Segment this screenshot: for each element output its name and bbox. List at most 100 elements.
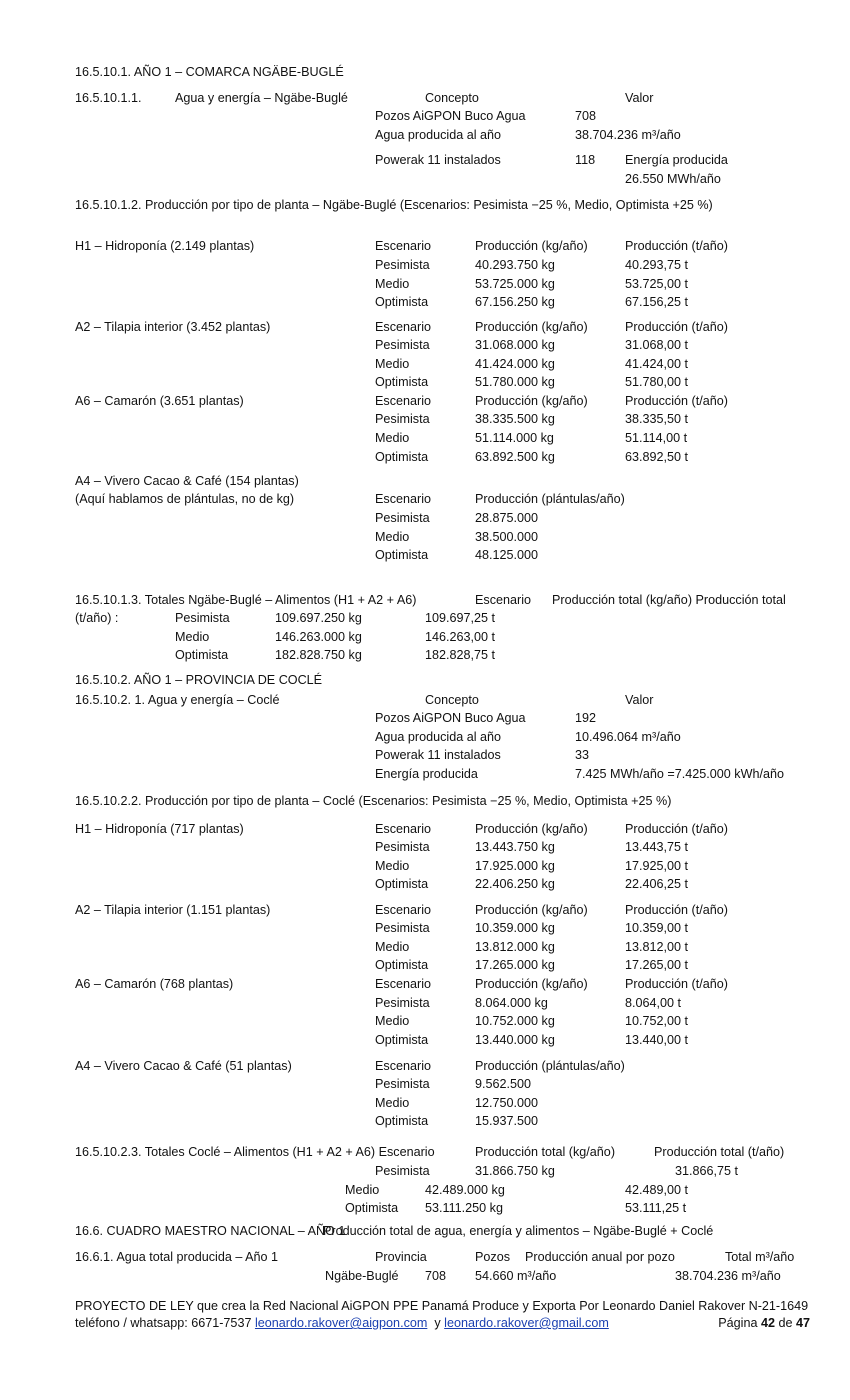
table-cell: Pesimista xyxy=(375,1164,430,1178)
column-header: Producción (t/año) xyxy=(625,903,728,917)
column-header: Escenario xyxy=(375,1059,432,1073)
table-cell: 10.752,00 t xyxy=(625,1014,689,1028)
column-header: Producción (t/año) xyxy=(625,977,728,991)
table-cell: Pesimista xyxy=(375,1077,430,1091)
column-header: Escenario xyxy=(375,320,432,334)
table-cell: Optimista xyxy=(175,648,229,662)
column-header: Producción (kg/año) xyxy=(475,977,588,991)
footer-and: y xyxy=(434,1316,441,1330)
column-header: Producción (kg/año) xyxy=(475,239,588,253)
table-cell: 38.704.236 m³/año xyxy=(575,128,681,142)
plant-label: A4 – Vivero Cacao & Café (51 plantas) xyxy=(75,1059,292,1073)
table-cell: 51.114.000 kg xyxy=(475,431,554,445)
table-cell: Powerak 11 instalados xyxy=(375,153,501,167)
plant-label: A2 – Tilapia interior (3.452 plantas) xyxy=(75,320,271,334)
plant-label: A2 – Tilapia interior (1.151 plantas) xyxy=(75,903,271,917)
column-header: Producción (kg/año) xyxy=(475,822,588,836)
table-cell: 10.359,00 t xyxy=(625,921,689,935)
table-cell: 13.812.000 kg xyxy=(475,940,555,954)
column-header: Escenario xyxy=(375,822,432,836)
table-cell: 38.335,50 t xyxy=(625,412,689,426)
table-cell: Pesimista xyxy=(375,338,430,352)
table-cell: Pozos AiGPON Buco Agua xyxy=(375,109,526,123)
email-link-gmail[interactable]: leonardo.rakover@gmail.com xyxy=(444,1316,609,1330)
subsection-number: 16.5.10.1.1. xyxy=(75,91,142,105)
plant-label: A6 – Camarón (3.651 plantas) xyxy=(75,394,244,408)
plant-label: H1 – Hidroponía (2.149 plantas) xyxy=(75,239,255,253)
page-of: de xyxy=(778,1316,793,1330)
table-cell: Agua producida al año xyxy=(375,128,502,142)
table-cell: 51.780.000 kg xyxy=(475,375,555,389)
table-cell: 31.866,75 t xyxy=(675,1164,739,1178)
column-header: Valor xyxy=(625,693,654,707)
table-cell: Pozos AiGPON Buco Agua xyxy=(375,711,526,725)
table-cell: 8.064.000 kg xyxy=(475,996,548,1010)
column-header: Concepto xyxy=(425,91,479,105)
table-cell: 48.125.000 xyxy=(475,548,539,562)
table-cell: 67.156,25 t xyxy=(625,295,689,309)
plant-label: A4 – Vivero Cacao & Café (154 plantas) xyxy=(75,474,299,488)
column-header: Producción (kg/año) xyxy=(475,903,588,917)
table-cell: Medio xyxy=(375,1014,410,1028)
column-header: Escenario xyxy=(375,239,432,253)
subsection-title: 16.5.10.2.2. Producción por tipo de plan… xyxy=(75,794,672,808)
table-cell: 54.660 m³/año xyxy=(475,1269,557,1283)
table-cell: 51.114,00 t xyxy=(625,431,688,445)
column-header: (t/año) : xyxy=(75,611,119,625)
table-cell: 10.359.000 kg xyxy=(475,921,555,935)
column-header: Escenario xyxy=(375,394,432,408)
table-cell: 31.068.000 kg xyxy=(475,338,555,352)
column-header: Total m³/año xyxy=(725,1250,795,1264)
table-cell: 10.752.000 kg xyxy=(475,1014,555,1028)
table-cell: Energía producida xyxy=(625,153,728,167)
table-cell: 63.892.500 kg xyxy=(475,450,555,464)
table-cell: Optimista xyxy=(375,1033,429,1047)
page-label: Página xyxy=(718,1316,758,1330)
table-cell: 17.265.000 kg xyxy=(475,958,555,972)
table-cell: 9.562.500 xyxy=(475,1077,532,1091)
table-cell: Medio xyxy=(375,431,410,445)
table-cell: Pesimista xyxy=(175,611,230,625)
table-cell: Pesimista xyxy=(375,996,430,1010)
table-cell: Agua producida al año xyxy=(375,730,502,744)
column-header: Producción anual por pozo xyxy=(525,1250,675,1264)
table-cell: 13.440.000 kg xyxy=(475,1033,555,1047)
table-cell: 13.443,75 t xyxy=(625,840,689,854)
table-cell: 63.892,50 t xyxy=(625,450,689,464)
table-cell: 33 xyxy=(575,748,590,762)
table-cell: 51.780,00 t xyxy=(625,375,689,389)
column-header: Producción (t/año) xyxy=(625,239,728,253)
email-link-aigpon[interactable]: leonardo.rakover@aigpon.com xyxy=(254,1316,428,1330)
table-cell: 53.111.250 kg xyxy=(425,1201,503,1215)
table-cell: 38.704.236 m³/año xyxy=(675,1269,781,1283)
footer-text: PROYECTO DE LEY que crea la Red Nacional… xyxy=(75,1299,809,1313)
table-cell: 38.500.000 xyxy=(475,530,539,544)
table-cell: 41.424.000 kg xyxy=(475,357,555,371)
column-header: Producción (plántulas/año) xyxy=(475,1059,625,1073)
table-cell: 22.406.250 kg xyxy=(475,877,555,891)
table-cell: 38.335.500 kg xyxy=(475,412,555,426)
table-cell: 40.293,75 t xyxy=(625,258,689,272)
column-header: Provincia xyxy=(375,1250,427,1264)
table-cell: 109.697.250 kg xyxy=(275,611,362,625)
column-header: Escenario xyxy=(375,492,432,506)
column-header: Escenario xyxy=(375,903,432,917)
plant-label: A6 – Camarón (768 plantas) xyxy=(75,977,234,991)
table-cell: Pesimista xyxy=(375,412,430,426)
table-cell: Optimista xyxy=(375,450,429,464)
table-cell: Medio xyxy=(375,277,410,291)
table-cell: 26.550 MWh/año xyxy=(625,172,721,186)
table-cell: 22.406,25 t xyxy=(625,877,689,891)
table-cell: 28.875.000 xyxy=(475,511,539,525)
table-cell: 10.496.064 m³/año xyxy=(575,730,681,744)
column-header: Producción (plántulas/año) xyxy=(475,492,625,506)
totals-title: 16.5.10.1.3. Totales Ngäbe-Buglé – Alime… xyxy=(75,593,417,607)
subsection-title: 16.6.1. Agua total producida – Año 1 xyxy=(75,1250,279,1264)
footer-contact: teléfono / whatsapp: 6671-7537 leonardo.… xyxy=(75,1314,609,1332)
table-cell: Pesimista xyxy=(375,840,430,854)
column-header: Producción (t/año) xyxy=(625,822,728,836)
plant-label: H1 – Hidroponía (717 plantas) xyxy=(75,822,244,836)
table-cell: Medio xyxy=(375,357,410,371)
table-cell: 31.866.750 kg xyxy=(475,1164,555,1178)
